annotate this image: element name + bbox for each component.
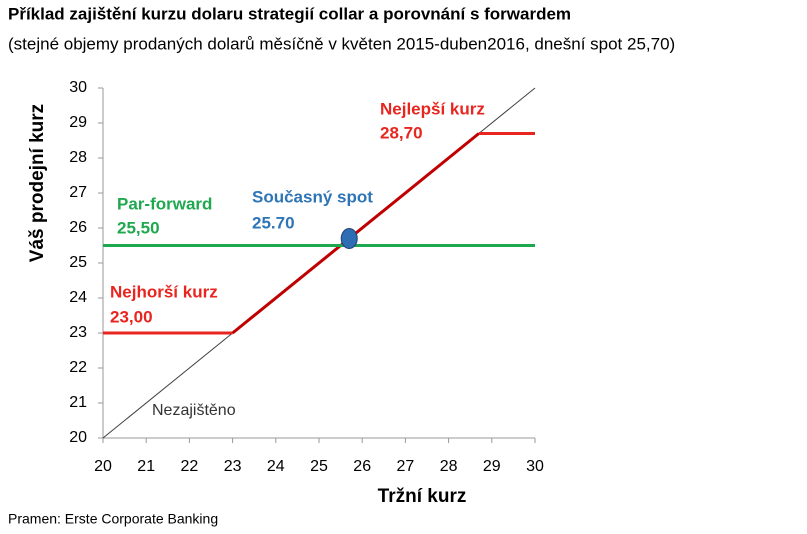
x-axis-label: Tržní kurz xyxy=(378,486,467,507)
annotation: Současný spot xyxy=(252,187,373,206)
y-tick-label: 20 xyxy=(69,429,87,446)
x-tick-label: 23 xyxy=(224,458,242,475)
x-tick-label: 24 xyxy=(267,458,285,475)
annotation: 23,00 xyxy=(110,307,153,326)
annotation: Nejhorší kurz xyxy=(110,282,218,301)
x-tick-label: 25 xyxy=(310,458,328,475)
annotation: 25.70 xyxy=(252,213,295,232)
y-tick-label: 27 xyxy=(69,184,87,201)
y-axis-label: Váš prodejní kurz xyxy=(27,104,48,262)
y-tick-label: 25 xyxy=(69,254,87,271)
x-tick-label: 30 xyxy=(526,458,544,475)
annotation: 25,50 xyxy=(117,218,160,237)
annotation: Nezajištěno xyxy=(152,402,236,419)
annotation: Nejlepší kurz xyxy=(380,99,485,118)
y-tick-label: 24 xyxy=(69,289,87,306)
y-tick-label: 23 xyxy=(69,324,87,341)
x-tick-label: 29 xyxy=(483,458,501,475)
y-tick-label: 28 xyxy=(69,149,87,166)
annotation: 28,70 xyxy=(380,123,423,142)
source-note: Pramen: Erste Corporate Banking xyxy=(8,511,218,527)
y-tick-label: 21 xyxy=(69,394,87,411)
x-tick-label: 28 xyxy=(440,458,458,475)
annotation: Par-forward xyxy=(117,194,212,213)
x-tick-label: 22 xyxy=(181,458,199,475)
y-tick-label: 26 xyxy=(69,219,87,236)
chart-title: Příklad zajištění kurzu dolaru strategií… xyxy=(8,4,571,23)
x-tick-label: 26 xyxy=(353,458,371,475)
x-tick-label: 27 xyxy=(397,458,415,475)
x-tick-label: 20 xyxy=(94,458,112,475)
spot-point xyxy=(340,228,358,249)
x-tick-label: 21 xyxy=(137,458,155,475)
y-tick-label: 29 xyxy=(69,114,87,131)
chart-subtitle: (stejné objemy prodaných dolarů měsíčně … xyxy=(8,34,675,53)
y-tick-label: 30 xyxy=(69,79,87,96)
y-tick-label: 22 xyxy=(69,359,87,376)
